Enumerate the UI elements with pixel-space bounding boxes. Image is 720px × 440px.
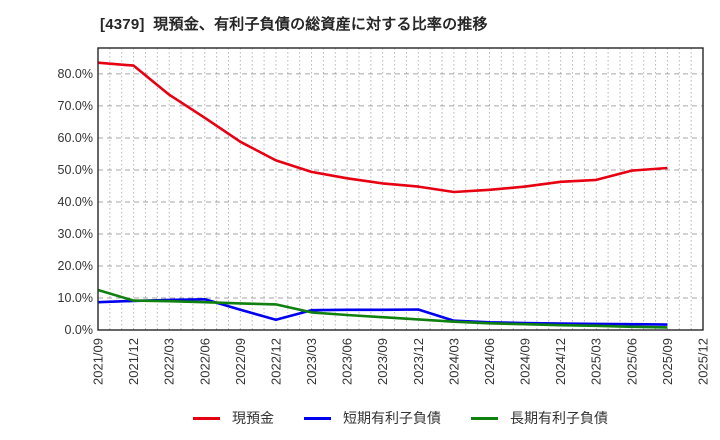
x-tick-label: 2022/03 [162,338,177,385]
y-tick-label: 40.0% [58,195,93,209]
x-tick-label: 2024/12 [553,338,568,385]
y-axis-labels: 0.0% 10.0% 20.0% 30.0% 40.0% 50.0% 60.0% 70.0% 8… [58,67,93,337]
y-tick-label: 50.0% [58,163,93,177]
x-tick-label: 2022/12 [268,338,283,385]
series-line-1 [97,297,668,326]
series-line-0 [97,61,668,194]
chart-legend: 現預金 短期有利子負債 長期有利子負債 [98,406,703,430]
legend-line-long-term-debt-icon [471,416,498,420]
x-tick-label: 2025/06 [624,338,639,385]
chart-title: [4379] 現預金、有利子負債の総資産に対する比率の推移 [100,16,488,33]
x-tick-label: 2023/09 [375,338,390,385]
x-tick-label: 2025/09 [660,338,675,385]
x-tick-label: 2022/06 [197,338,212,385]
legend-line-cash-icon [193,416,220,420]
x-tick-label: 2021/09 [91,338,106,385]
y-tick-label: 70.0% [58,99,93,113]
series-line-2 [97,288,668,329]
x-axis-labels: 2021/09 2021/12 2022/03 2022/06 2022/09 2022/… [91,338,711,385]
x-tick-label: 2025/12 [696,338,711,385]
x-tick-label: 2023/06 [340,338,355,385]
x-tick-label: 2024/03 [446,338,461,385]
y-tick-label: 0.0% [65,323,94,337]
legend-item-short-term-debt: 短期有利子負債 [304,411,441,425]
y-tick-label: 10.0% [58,291,93,305]
y-tick-label: 30.0% [58,227,93,241]
legend-label-cash: 現預金 [232,410,274,426]
legend-item-cash: 現預金 [193,411,274,425]
gridlines [97,48,704,330]
y-tick-label: 80.0% [58,67,93,81]
x-tick-label: 2021/12 [126,338,141,385]
x-tick-label: 2024/09 [518,338,533,385]
x-tick-label: 2023/03 [304,338,319,385]
y-tick-label: 20.0% [58,259,93,273]
y-tick-label: 60.0% [58,131,93,145]
legend-item-long-term-debt: 長期有利子負債 [471,411,608,425]
x-tick-label: 2024/06 [482,338,497,385]
x-tick-label: 2022/09 [233,338,248,385]
legend-label-long-term-debt: 長期有利子負債 [510,410,608,426]
legend-line-short-term-debt-icon [304,416,331,420]
x-tick-label: 2023/12 [411,338,426,385]
plot-border [97,47,704,331]
legend-label-short-term-debt: 短期有利子負債 [343,410,441,426]
x-tick-label: 2025/03 [589,338,604,385]
